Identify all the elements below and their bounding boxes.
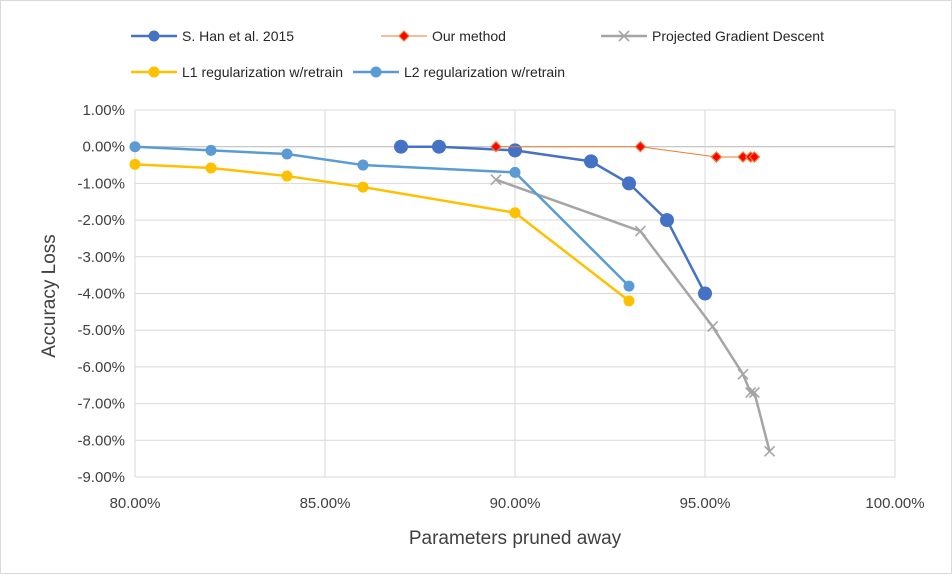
y-tick-label: 0.00%: [82, 139, 125, 156]
series-layer: [129, 139, 776, 457]
data-point: [205, 144, 217, 156]
legend-label: L2 regularization w/retrain: [404, 64, 565, 80]
series-group: [490, 174, 776, 457]
legend: S. Han et al. 2015 Our method Projected Gr…: [131, 28, 824, 80]
x-tick-label: 90.00%: [490, 495, 541, 512]
data-point: [623, 295, 635, 307]
legend-label: Our method: [432, 28, 506, 44]
x-tick-label: 95.00%: [680, 495, 731, 512]
data-point: [357, 181, 369, 193]
y-tick-label: -5.00%: [77, 322, 125, 339]
data-point: [129, 158, 141, 170]
x-tick-label: 80.00%: [110, 495, 161, 512]
legend-item: L1 regularization w/retrain: [131, 64, 343, 80]
data-point: [748, 151, 761, 163]
x-axis-title: Parameters pruned away: [409, 528, 622, 549]
series-line: [134, 163, 630, 302]
data-point: [394, 139, 408, 154]
y-tick-label: -9.00%: [77, 469, 125, 486]
x-tick-label: 85.00%: [300, 495, 351, 512]
legend-item: S. Han et al. 2015: [131, 28, 294, 44]
legend-item: Our method: [381, 28, 506, 44]
legend-label: Projected Gradient Descent: [652, 28, 824, 44]
legend-label: L1 regularization w/retrain: [182, 64, 343, 80]
data-point: [129, 141, 141, 153]
grid-layer: [134, 109, 896, 478]
data-point: [660, 213, 674, 228]
data-point: [509, 166, 521, 178]
y-tick-label: -6.00%: [77, 359, 125, 376]
data-point: [737, 151, 749, 163]
data-point: [357, 159, 369, 171]
data-point: [737, 368, 749, 380]
data-point: [584, 154, 598, 169]
data-point: [745, 387, 757, 399]
series-group: [490, 140, 761, 163]
legend-marker: [370, 66, 382, 78]
data-point: [634, 140, 647, 153]
y-tick-label: -2.00%: [77, 212, 125, 229]
data-point: [748, 387, 760, 399]
y-axis-title: Accuracy Loss: [39, 234, 60, 358]
data-point: [490, 140, 502, 153]
x-tick-labels: 80.00% 85.00% 90.00% 95.00% 100.00%: [110, 495, 925, 512]
y-tick-label: 1.00%: [82, 102, 125, 119]
series-group: [129, 158, 635, 307]
data-point: [281, 148, 293, 160]
series-group: [394, 139, 712, 301]
y-tick-label: -1.00%: [77, 175, 125, 192]
y-tick-label: -7.00%: [77, 396, 125, 413]
data-point: [623, 280, 635, 292]
y-tick-label: -3.00%: [77, 249, 125, 266]
data-point: [509, 207, 521, 219]
series-line: [134, 145, 630, 288]
y-tick-labels: 1.00% 0.00% -1.00% -2.00% -3.00% -4.00% -5.00%…: [77, 102, 125, 486]
legend-marker: [148, 66, 160, 78]
data-point: [490, 174, 502, 186]
data-point: [432, 139, 446, 154]
x-tick-label: 100.00%: [865, 495, 924, 512]
series-group: [129, 141, 635, 292]
legend-marker: [398, 30, 410, 42]
data-point: [205, 162, 217, 174]
y-tick-label: -8.00%: [77, 432, 125, 449]
legend-item: L2 regularization w/retrain: [353, 64, 565, 80]
data-point: [622, 176, 636, 191]
legend-item: Projected Gradient Descent: [601, 28, 824, 44]
data-point: [710, 151, 723, 163]
data-point: [707, 320, 719, 333]
y-tick-label: -4.00%: [77, 286, 125, 303]
legend-marker: [618, 30, 630, 42]
data-point: [508, 143, 522, 158]
legend-marker: [148, 30, 160, 42]
data-point: [634, 225, 646, 237]
data-point: [281, 170, 293, 182]
data-point: [698, 286, 712, 301]
data-point: [764, 445, 776, 457]
legend-label: S. Han et al. 2015: [182, 28, 294, 44]
